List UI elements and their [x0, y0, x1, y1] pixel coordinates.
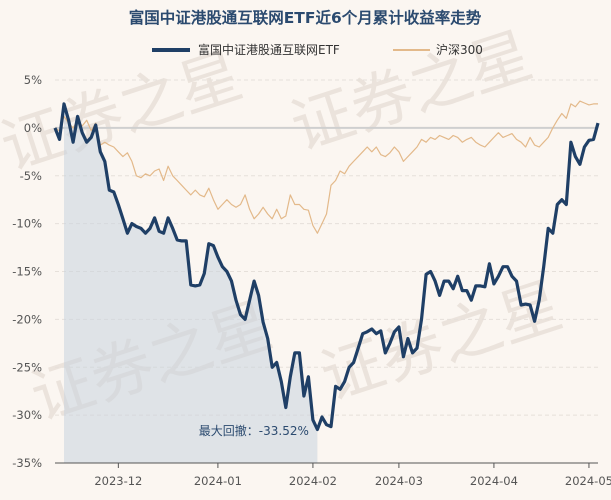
x-tick-label: 2024-02: [289, 474, 337, 488]
drawdown-fill: [64, 103, 318, 464]
drawdown-area: [64, 103, 318, 464]
watermark-text: 证券之星: [0, 38, 251, 184]
y-tick-label: 5%: [24, 73, 42, 87]
x-tick-label: 2023-12: [94, 474, 142, 488]
y-tick-label: -15%: [12, 265, 42, 279]
legend-label-fund: 富国中证港股通互联网ETF: [198, 42, 340, 57]
x-axis: 2023-12 2024-01 2024-02 2024-03 2024-04 2024-…: [55, 462, 611, 488]
grid: [55, 79, 598, 464]
x-tick-label: 2024-03: [375, 474, 423, 488]
x-tick-label: 2024-01: [194, 474, 242, 488]
y-axis: 5% 0% -5% -10% -15% -20% -25% -30% -35%: [12, 73, 42, 470]
y-tick-label: -35%: [12, 456, 42, 470]
series-line-index: [54, 100, 598, 234]
series-line-fund: [53, 102, 600, 432]
y-tick-label: -10%: [12, 217, 42, 231]
y-tick-label: 0%: [24, 121, 42, 135]
legend-label-index: 沪深300: [436, 43, 483, 57]
annotation: 最大回撤：-33.52%: [199, 423, 309, 438]
y-tick-label: -30%: [12, 408, 42, 422]
y-tick-label: -20%: [12, 312, 42, 326]
max-drawdown-label: 最大回撤：-33.52%: [199, 423, 309, 438]
series-layer: [53, 100, 600, 432]
legend: 富国中证港股通互联网ETF 沪深300: [152, 42, 483, 57]
watermark-text: 证券之星: [282, 18, 540, 164]
x-tick-label: 2024-05: [565, 474, 611, 488]
y-tick-label: -5%: [20, 169, 42, 183]
y-tick-label: -25%: [12, 360, 42, 374]
chart-title: 富国中证港股通互联网ETF近6个月累计收益率走势: [129, 8, 482, 27]
x-tick-label: 2024-04: [470, 474, 518, 488]
